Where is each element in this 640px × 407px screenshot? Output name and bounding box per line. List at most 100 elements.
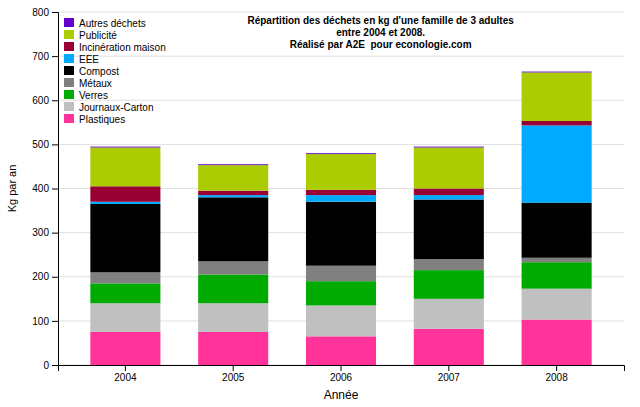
bar-segment: [414, 200, 484, 260]
grid-line: [58, 56, 624, 57]
bar-segment: [306, 190, 376, 195]
grid-line: [58, 12, 624, 13]
bar-segment: [414, 146, 484, 148]
x-axis-title: Année: [324, 388, 359, 402]
bar-segment: [90, 332, 160, 365]
y-tick: 200: [32, 271, 58, 282]
y-tick-label: 100: [32, 316, 49, 327]
y-tick: 700: [32, 51, 58, 62]
bar-segment: [90, 147, 160, 186]
y-axis-line: [52, 13, 59, 366]
legend-label: Autres déchets: [79, 18, 146, 29]
legend-item: Journaux-Carton: [64, 102, 153, 113]
plot: 0100200300400500600700800200420052006200…: [32, 7, 624, 383]
x-axis-line: [59, 366, 625, 372]
x-tick: 2006: [330, 365, 353, 383]
bar-segment: [90, 303, 160, 332]
y-tick-mark: [52, 233, 58, 234]
bar-segment: [306, 202, 376, 266]
x-axis: 20042005200620072008: [59, 365, 625, 383]
legend-item: Incinération maison: [64, 42, 166, 53]
y-tick: 100: [32, 316, 58, 327]
bar-segment: [306, 154, 376, 190]
x-tick-mark: [448, 365, 449, 371]
bar-segment: [306, 266, 376, 281]
series: [90, 121, 591, 202]
legend-label: Journaux-Carton: [79, 102, 153, 113]
x-tick: 2007: [438, 365, 461, 383]
legend-item: Compost: [64, 66, 119, 77]
y-tick-mark: [52, 56, 58, 57]
x-tick-label: 2004: [114, 372, 137, 383]
bar-segment: [198, 197, 268, 261]
bar-segment: [522, 125, 592, 202]
bars: [90, 72, 591, 365]
bar-segment: [198, 164, 268, 166]
y-tick: 0: [43, 360, 58, 371]
y-tick-label: 400: [32, 183, 49, 194]
x-tick-mark: [556, 365, 557, 371]
series: [90, 262, 591, 305]
bar-segment: [522, 258, 592, 262]
x-tick-mark: [125, 365, 126, 371]
y-tick-mark: [52, 144, 58, 145]
bar-segment: [306, 281, 376, 305]
bar-segment: [522, 203, 592, 258]
bar-segment: [522, 262, 592, 288]
bar-segment: [198, 332, 268, 365]
y-tick-mark: [52, 12, 58, 13]
legend-label: Compost: [79, 66, 119, 77]
bar-segment: [414, 189, 484, 196]
series: [90, 72, 591, 190]
legend-item: Verres: [64, 90, 108, 101]
bar-segment: [522, 71, 592, 73]
bar-segment: [306, 305, 376, 336]
y-tick-mark: [52, 100, 58, 101]
x-tick-label: 2005: [222, 372, 245, 383]
legend-item: Plastiques: [64, 114, 125, 125]
bar-segment: [198, 275, 268, 304]
legend-swatch: [64, 114, 74, 123]
legend-item: Autres déchets: [64, 18, 146, 29]
legend-item: EEE: [64, 54, 99, 65]
x-tick-mark: [341, 365, 342, 371]
y-tick: 800: [32, 7, 58, 18]
legend-label: Publicité: [79, 30, 117, 41]
bar-segment: [90, 202, 160, 204]
legend-label: Plastiques: [79, 114, 125, 125]
bar-segment: [306, 336, 376, 365]
bar-segment: [522, 72, 592, 121]
x-tick-label: 2007: [438, 372, 461, 383]
bar-segment: [198, 195, 268, 197]
bar-segment: [198, 165, 268, 191]
bar-segment: [414, 270, 484, 299]
bar-segment: [522, 121, 592, 125]
bar-segment: [414, 329, 484, 365]
grid: [58, 12, 624, 365]
bar-segment: [198, 261, 268, 274]
x-tick-mark: [233, 365, 234, 371]
legend-item: Publicité: [64, 30, 117, 41]
legend-swatch: [64, 18, 74, 27]
y-tick-mark: [52, 277, 58, 278]
bar-segment: [414, 299, 484, 329]
y-axis-title: Kg par an: [6, 165, 18, 213]
chart: 0100200300400500600700800200420052006200…: [0, 0, 640, 407]
x-tick-label: 2006: [330, 372, 353, 383]
x-tick: 2005: [222, 365, 245, 383]
y-tick: 300: [32, 227, 58, 238]
bar-segment: [90, 186, 160, 201]
y-tick: 600: [32, 95, 58, 106]
legend-swatch: [64, 54, 74, 63]
bar-segment: [522, 320, 592, 365]
y-tick-label: 300: [32, 227, 49, 238]
legend-swatch: [64, 102, 74, 111]
bar-segment: [306, 195, 376, 202]
series: [90, 72, 591, 166]
legend-swatch: [64, 78, 74, 87]
title: Répartition des déchets en kg d'une fami…: [247, 15, 514, 50]
bar-segment: [90, 283, 160, 303]
bar-segment: [198, 303, 268, 332]
legend-label: Incinération maison: [79, 42, 166, 53]
y-tick-mark: [52, 189, 58, 190]
